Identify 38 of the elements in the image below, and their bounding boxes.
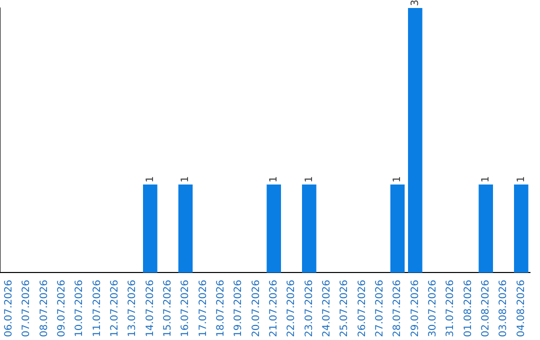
x-tick-label: 10.07.2026 bbox=[74, 280, 86, 338]
x-tick-label: 22.07.2026 bbox=[286, 280, 298, 338]
data-label: 1 bbox=[480, 176, 492, 182]
x-tick-label: 31.07.2026 bbox=[445, 280, 456, 338]
data-label: 1 bbox=[392, 176, 404, 182]
x-tick-label: 11.07.2026 bbox=[92, 280, 103, 338]
x-tick-label: 28.07.2026 bbox=[392, 280, 404, 338]
x-tick-label: 19.07.2026 bbox=[233, 280, 244, 338]
x-tick-label: 07.07.2026 bbox=[21, 280, 32, 338]
x-tick-label: 25.07.2026 bbox=[339, 280, 350, 338]
x-tick-label: 08.07.2026 bbox=[38, 280, 50, 338]
data-label: 3 bbox=[410, 0, 421, 6]
data-label: 1 bbox=[180, 176, 192, 182]
x-tick-label: 29.07.2026 bbox=[410, 280, 421, 338]
x-tick-label: 24.07.2026 bbox=[321, 280, 332, 338]
x-tick-label: 17.07.2026 bbox=[198, 280, 209, 338]
x-tick-label: 26.07.2026 bbox=[356, 280, 368, 338]
x-tick-label: 13.07.2026 bbox=[127, 280, 138, 338]
x-tick-label: 14.07.2026 bbox=[144, 280, 156, 338]
x-tick-label: 04.08.2026 bbox=[516, 280, 527, 338]
x-tick-label: 18.07.2026 bbox=[215, 280, 226, 338]
x-tick-label: 03.08.2026 bbox=[498, 280, 510, 338]
x-tick-label: 30.07.2026 bbox=[427, 280, 438, 338]
x-tick-label: 02.08.2026 bbox=[480, 280, 492, 338]
x-tick-label: 01.08.2026 bbox=[462, 280, 474, 338]
x-tick-label: 06.07.2026 bbox=[3, 280, 14, 338]
data-label: 1 bbox=[516, 176, 527, 182]
data-label: 1 bbox=[144, 176, 156, 182]
x-tick-label: 27.07.2026 bbox=[374, 280, 386, 338]
data-label: 1 bbox=[304, 176, 315, 182]
x-tick-label: 12.07.2026 bbox=[109, 280, 120, 338]
x-tick-label: 09.07.2026 bbox=[56, 280, 68, 338]
x-tick-label: 21.07.2026 bbox=[268, 280, 280, 338]
x-tick-label: 16.07.2026 bbox=[180, 280, 192, 338]
x-tick-label: 15.07.2026 bbox=[162, 280, 174, 338]
data-label: 1 bbox=[268, 176, 280, 182]
x-tick-label: 20.07.2026 bbox=[250, 280, 262, 338]
x-tick-label: 23.07.2026 bbox=[304, 280, 315, 338]
